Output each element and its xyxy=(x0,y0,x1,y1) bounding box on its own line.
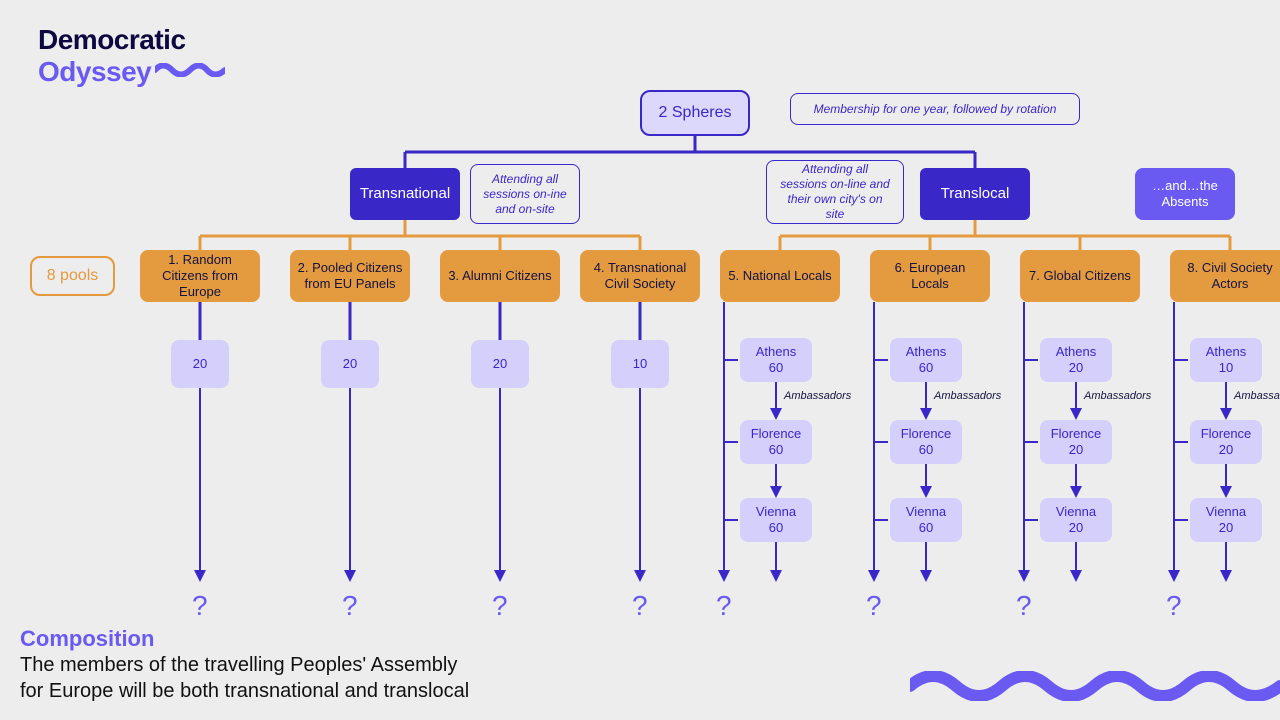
pools-label: 8 pools xyxy=(30,256,115,296)
count-box-3: 20 xyxy=(471,340,529,388)
transnational-note-text: Attending all sessions on-ine and on-sit… xyxy=(481,172,569,217)
question-mark-7: ? xyxy=(1016,590,1032,622)
footer-title: Composition xyxy=(20,626,469,652)
pool-node-1: 1. Random Citizens from Europe xyxy=(140,250,260,302)
ambassadors-label-6: Ambassadors xyxy=(934,390,1001,402)
pool-node-2: 2. Pooled Citizens from EU Panels xyxy=(290,250,410,302)
absents-line1: …and…the xyxy=(1152,178,1218,194)
footer-text2: for Europe will be both transnational an… xyxy=(20,678,469,704)
question-mark-2: ? xyxy=(342,590,358,622)
pool-node-4: 4. Transnational Civil Society xyxy=(580,250,700,302)
city-box-7-1: Florence20 xyxy=(1040,420,1112,464)
pool-node-8: 8. Civil Society Actors xyxy=(1170,250,1280,302)
pool-node-6: 6. European Locals xyxy=(870,250,990,302)
city-box-6-0: Athens60 xyxy=(890,338,962,382)
count-box-2: 20 xyxy=(321,340,379,388)
sphere-transnational-label: Transnational xyxy=(360,185,450,204)
city-box-7-2: Vienna20 xyxy=(1040,498,1112,542)
ambassadors-label-5: Ambassadors xyxy=(784,390,851,402)
ambassadors-label-7: Ambassadors xyxy=(1084,390,1151,402)
transnational-note: Attending all sessions on-ine and on-sit… xyxy=(470,164,580,224)
city-box-6-2: Vienna60 xyxy=(890,498,962,542)
pool-node-7: 7. Global Citizens xyxy=(1020,250,1140,302)
count-box-1: 20 xyxy=(171,340,229,388)
root-label: 2 Spheres xyxy=(659,103,732,123)
footer-text1: The members of the travelling Peoples' A… xyxy=(20,652,469,678)
city-box-5-1: Florence60 xyxy=(740,420,812,464)
translocal-note-text: Attending all sessions on-line and their… xyxy=(777,162,893,222)
question-mark-8: ? xyxy=(1166,590,1182,622)
logo: Democratic Odyssey xyxy=(38,24,186,88)
translocal-note: Attending all sessions on-line and their… xyxy=(766,160,904,224)
sphere-translocal-label: Translocal xyxy=(941,185,1010,204)
membership-note: Membership for one year, followed by rot… xyxy=(790,93,1080,125)
city-box-6-1: Florence60 xyxy=(890,420,962,464)
question-mark-4: ? xyxy=(632,590,648,622)
city-box-5-2: Vienna60 xyxy=(740,498,812,542)
wave-footer-icon xyxy=(910,671,1280,706)
ambassadors-label-8: Ambassadors xyxy=(1234,390,1280,402)
city-box-8-0: Athens10 xyxy=(1190,338,1262,382)
pools-label-text: 8 pools xyxy=(47,266,99,286)
sphere-transnational: Transnational xyxy=(350,168,460,220)
wave-icon xyxy=(155,52,225,84)
question-mark-1: ? xyxy=(192,590,208,622)
question-mark-6: ? xyxy=(866,590,882,622)
count-box-4: 10 xyxy=(611,340,669,388)
city-box-8-2: Vienna20 xyxy=(1190,498,1262,542)
city-box-7-0: Athens20 xyxy=(1040,338,1112,382)
pool-node-3: 3. Alumni Citizens xyxy=(440,250,560,302)
footer: Composition The members of the travellin… xyxy=(20,626,469,704)
logo-line2: Odyssey xyxy=(38,56,151,87)
membership-note-text: Membership for one year, followed by rot… xyxy=(814,102,1057,117)
question-mark-5: ? xyxy=(716,590,732,622)
absents-line2: Absents xyxy=(1162,194,1209,210)
root-node: 2 Spheres xyxy=(640,90,750,136)
city-box-5-0: Athens60 xyxy=(740,338,812,382)
question-mark-3: ? xyxy=(492,590,508,622)
pool-node-5: 5. National Locals xyxy=(720,250,840,302)
sphere-translocal: Translocal xyxy=(920,168,1030,220)
city-box-8-1: Florence20 xyxy=(1190,420,1262,464)
absents-node: …and…the Absents xyxy=(1135,168,1235,220)
